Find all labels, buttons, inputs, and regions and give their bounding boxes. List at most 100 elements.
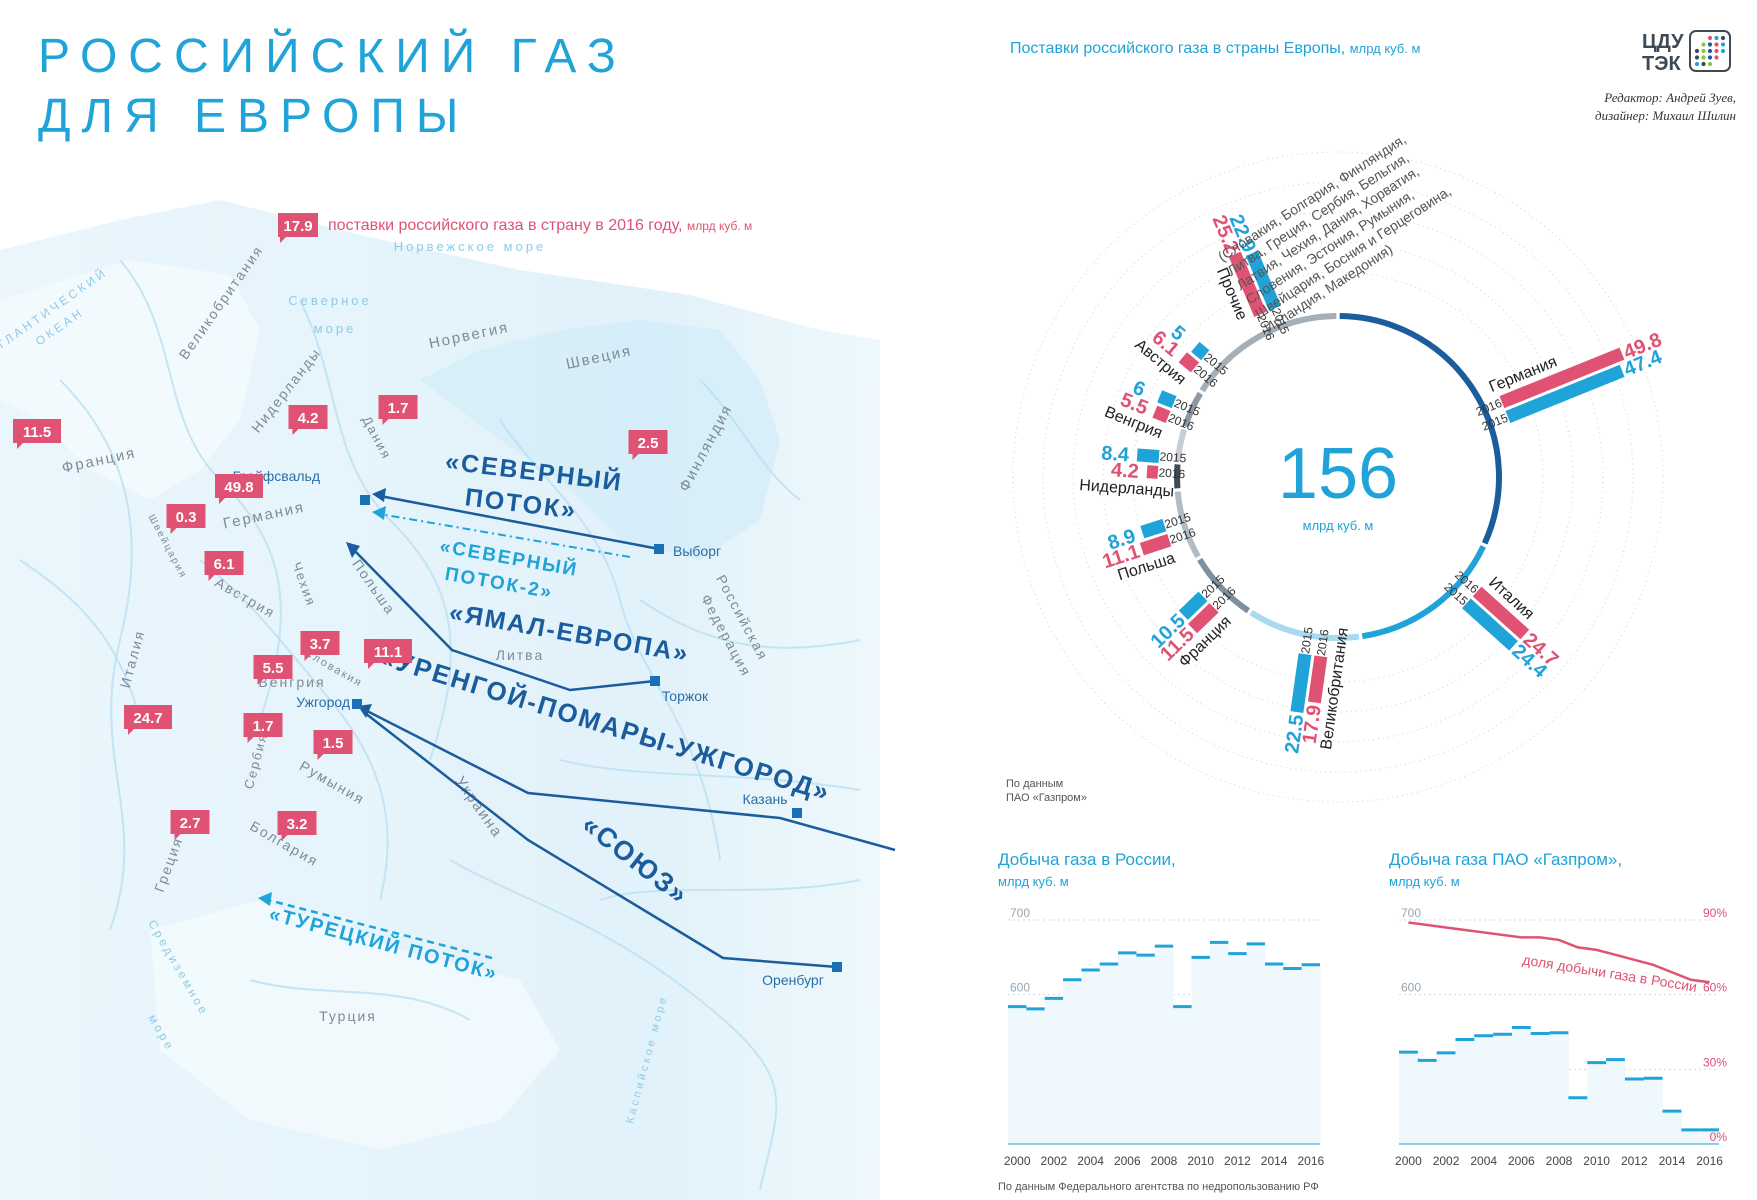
value-badge bbox=[13, 419, 61, 449]
x-tick-label: 2006 bbox=[1114, 1154, 1141, 1168]
x-tick-label: 2010 bbox=[1583, 1154, 1610, 1168]
area-segment bbox=[1136, 955, 1156, 1144]
x-tick-label: 2008 bbox=[1546, 1154, 1573, 1168]
value-badge bbox=[378, 395, 418, 425]
radial-chart-title: Поставки российского газа в страны Европ… bbox=[1010, 40, 1420, 57]
value-badge-text: 11.5 bbox=[23, 424, 51, 441]
logo-line1: ЦДУ bbox=[1642, 31, 1684, 53]
map-rivers bbox=[19, 259, 861, 1191]
radial-bar bbox=[1307, 655, 1328, 704]
area-segment bbox=[1436, 1052, 1456, 1144]
y-tick-label: 700 bbox=[1010, 906, 1030, 920]
total-unit: млрд куб. м bbox=[1303, 518, 1374, 533]
value-badge bbox=[288, 405, 328, 435]
radial-bar bbox=[1136, 448, 1160, 463]
nord-stream-2-arrow bbox=[372, 506, 386, 520]
area-segment bbox=[1624, 1079, 1645, 1144]
y-tick-label: 600 bbox=[1010, 981, 1030, 995]
radial-bar bbox=[1245, 250, 1282, 311]
page-title-line1: РОССИЙСКИЙ ГАЗ bbox=[38, 28, 627, 83]
x-tick-label: 2000 bbox=[1004, 1154, 1031, 1168]
x-tick-label: 2016 bbox=[1696, 1154, 1723, 1168]
value-badge-text: 2.5 bbox=[638, 435, 659, 452]
ring-segment bbox=[1182, 391, 1203, 428]
radial-bar bbox=[1462, 598, 1518, 651]
value-badge bbox=[243, 713, 283, 743]
page-title-line2: ДЛЯ ЕВРОПЫ bbox=[38, 90, 469, 143]
sea-label: Северное bbox=[288, 293, 371, 308]
radial-bar bbox=[1290, 653, 1312, 713]
x-tick-label: 2014 bbox=[1261, 1154, 1288, 1168]
radial-source-line1: По данным bbox=[1006, 778, 1063, 790]
radial-bar bbox=[1505, 364, 1625, 424]
logo-frame bbox=[1689, 30, 1731, 72]
radial-bar bbox=[1188, 603, 1219, 634]
radial-year: 2015 bbox=[1298, 626, 1316, 655]
area-segment bbox=[1493, 1034, 1513, 1144]
legend-badge-value: 17.9 bbox=[283, 218, 312, 235]
x-tick-label: 2014 bbox=[1659, 1154, 1686, 1168]
value-badge-text: 1.7 bbox=[253, 718, 274, 735]
brand-logo: ЦДУ ТЭК bbox=[1642, 30, 1731, 75]
value-badge-text: 24.7 bbox=[133, 710, 162, 727]
x-tick-label: 2006 bbox=[1508, 1154, 1535, 1168]
value-badge bbox=[124, 705, 172, 735]
area-segment bbox=[1455, 1039, 1475, 1144]
y2-tick-label: 0% bbox=[1710, 1130, 1728, 1144]
radial-bar bbox=[1499, 347, 1625, 409]
ring-segment bbox=[1174, 428, 1188, 462]
area-segment bbox=[1662, 1111, 1682, 1144]
area-segment bbox=[1044, 998, 1064, 1144]
area-segment bbox=[1587, 1062, 1607, 1144]
area-segment bbox=[1191, 957, 1211, 1144]
x-tick-label: 2000 bbox=[1395, 1154, 1422, 1168]
radial-value: 4.2 bbox=[1110, 459, 1139, 483]
radial-bar bbox=[1178, 591, 1208, 620]
radial-bar bbox=[1157, 390, 1177, 409]
ring-segment bbox=[1249, 610, 1360, 641]
city-marker bbox=[654, 544, 664, 554]
total-value: 156 bbox=[1278, 434, 1398, 514]
area-segment bbox=[1173, 1006, 1193, 1144]
map-legend: 17.9 поставки российского газа в страну … bbox=[278, 213, 752, 243]
value-badge bbox=[166, 504, 206, 534]
y-tick-label: 700 bbox=[1401, 906, 1421, 920]
area-segment bbox=[1246, 943, 1266, 1144]
city-marker bbox=[360, 495, 370, 505]
x-tick-label: 2012 bbox=[1621, 1154, 1648, 1168]
area-segment bbox=[1301, 964, 1321, 1144]
credits-line1: Редактор: Андрей Зуев, bbox=[1603, 90, 1736, 105]
value-badge bbox=[313, 730, 353, 760]
city-marker bbox=[352, 699, 362, 709]
radial-year: 2016 bbox=[1314, 628, 1332, 657]
logo-dots-icon bbox=[1694, 35, 1726, 67]
black-sea-shape bbox=[150, 900, 560, 1150]
soyuz-line bbox=[364, 712, 838, 969]
radial-bar bbox=[1140, 518, 1167, 539]
nord-stream-line bbox=[379, 494, 660, 551]
value-badge-text: 0.3 bbox=[176, 509, 197, 526]
city-label: Казань bbox=[742, 791, 787, 807]
value-badge bbox=[364, 639, 412, 669]
value-badge bbox=[170, 810, 210, 840]
value-badge bbox=[204, 551, 244, 581]
yamal-europe-line bbox=[351, 547, 656, 692]
area-segment bbox=[1099, 964, 1119, 1144]
value-badge bbox=[215, 474, 263, 504]
chart-title: Добыча газа в России, bbox=[998, 850, 1176, 869]
city-marker bbox=[792, 808, 802, 818]
x-tick-label: 2002 bbox=[1433, 1154, 1460, 1168]
area-segment bbox=[1417, 1060, 1438, 1144]
value-badge-text: 3.2 bbox=[287, 816, 308, 833]
city-label: Оренбург bbox=[762, 972, 824, 988]
value-badge-text: 4.2 bbox=[298, 410, 319, 427]
radial-bar bbox=[1228, 251, 1267, 317]
y-tick-label: 600 bbox=[1401, 981, 1421, 995]
radial-bar bbox=[1472, 586, 1530, 640]
x-tick-label: 2002 bbox=[1041, 1154, 1068, 1168]
country-label: Литва bbox=[496, 647, 545, 663]
value-badge-text: 2.7 bbox=[180, 815, 201, 832]
nord-stream-2-line bbox=[379, 513, 631, 558]
turkish-stream-arrow bbox=[258, 892, 272, 906]
